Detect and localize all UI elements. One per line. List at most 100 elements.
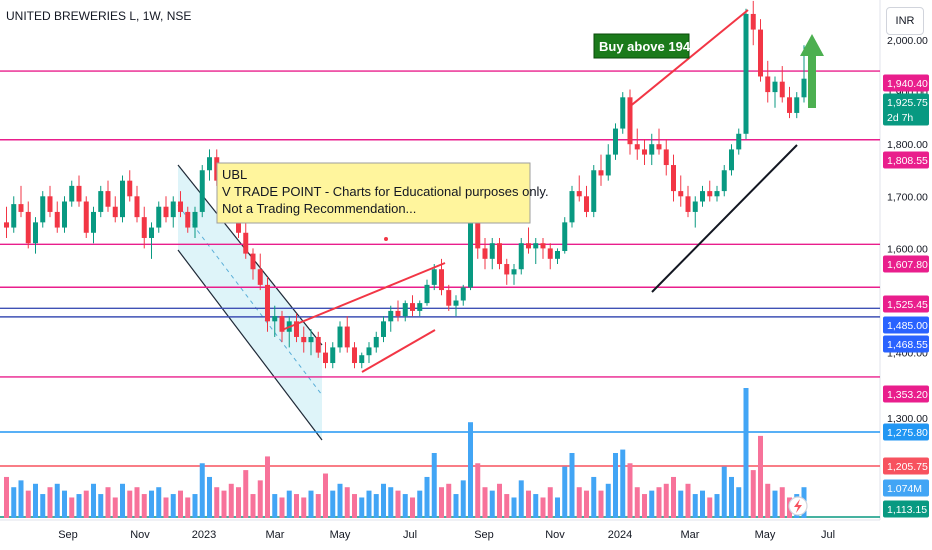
candle-body [25, 211, 31, 244]
price-tag-bg [883, 255, 929, 273]
volume-bar [344, 487, 350, 518]
candle-body [475, 211, 481, 249]
symbol-title[interactable]: UNITED BREWERIES L, 1W, NSE [6, 9, 192, 23]
volume-bar [18, 480, 24, 518]
candle-body [236, 217, 241, 233]
volume-bar [460, 480, 466, 518]
volume-bar [678, 490, 684, 518]
volume-bar [257, 480, 263, 518]
volume-bar [4, 476, 9, 518]
candle-body [417, 303, 423, 311]
candle-body [323, 352, 328, 364]
x-tick-label: May [755, 529, 776, 541]
volume-bar [533, 494, 539, 518]
volume-bar [221, 490, 227, 518]
channel-lower-line [177, 249, 323, 441]
candle-body [678, 191, 684, 197]
volume-bar [736, 487, 742, 518]
volume-bar [156, 487, 162, 518]
candle-body [69, 185, 75, 202]
volume-bar [323, 473, 328, 518]
candle-body [330, 347, 336, 364]
volume-bar [62, 490, 67, 518]
note-line: V TRADE POINT - Charts for Educational p… [222, 184, 549, 199]
volume-bar [134, 487, 140, 518]
volume-bar [758, 435, 763, 518]
price-tag-bg [883, 479, 929, 497]
currency-button[interactable]: INR [886, 7, 924, 35]
candle-body [105, 191, 111, 207]
x-tick-label: 2023 [192, 529, 216, 541]
volume-bar [199, 463, 205, 518]
volume-bar [272, 494, 278, 518]
volume-bar [468, 422, 473, 518]
price-tag: 1,468.55 [883, 335, 929, 353]
price-tag-bg [883, 500, 929, 518]
volume-bar [294, 494, 299, 518]
note-marker [384, 237, 388, 241]
price-tag-label: 1,353.20 [887, 389, 928, 401]
candle-body [707, 191, 713, 197]
y-tick-label: 1,300.00 [887, 413, 928, 425]
candle-body [112, 206, 118, 218]
candle-body [91, 211, 96, 233]
volume-bar [620, 449, 626, 518]
candle-body [301, 336, 307, 343]
candle-body [671, 165, 676, 192]
candle-body [453, 300, 459, 306]
volume-bar [76, 494, 82, 518]
candle-body [562, 222, 568, 252]
x-tick-label: Mar [266, 529, 285, 541]
price-tag-bg [883, 74, 929, 92]
volume-bar [504, 494, 510, 518]
volume-bar [627, 463, 633, 518]
volume-bar [656, 487, 662, 518]
volume-bar [330, 490, 336, 518]
candle-body [489, 243, 495, 259]
price-tag-label: 1,275.80 [887, 427, 928, 439]
volume-bar [265, 456, 270, 518]
candle-body [750, 13, 756, 30]
volume-bar [105, 487, 111, 518]
candle-body [366, 347, 372, 356]
candle-body [526, 243, 531, 249]
volume-bar [714, 494, 720, 518]
y-tick-label: 1,800.00 [887, 139, 928, 151]
price-tag-bg [883, 335, 929, 353]
x-tick-label: Jul [821, 529, 835, 541]
volume-bar [402, 494, 408, 518]
x-tick-label: Nov [130, 529, 150, 541]
candle-body [555, 251, 560, 259]
price-tag-label: 1,940.40 [887, 78, 928, 90]
candle-body [801, 78, 807, 98]
candle-body [279, 316, 285, 332]
wedge-upper-line [627, 9, 749, 109]
candle-body [178, 201, 183, 212]
candle-body [141, 217, 147, 238]
candle-body [199, 170, 205, 212]
candle-body [257, 269, 263, 285]
candle-body [47, 196, 53, 212]
candle-body [700, 191, 705, 202]
volume-bar [192, 494, 198, 518]
volume-bar [489, 490, 495, 518]
candle-body [352, 347, 357, 364]
candle-body [62, 201, 67, 228]
price-tag-bg [883, 385, 929, 403]
volume-bar [598, 490, 604, 518]
candle-body [40, 196, 46, 223]
candle-body [598, 170, 604, 176]
candle-body [692, 201, 698, 212]
candle-body [207, 157, 212, 171]
volume-bar [236, 487, 241, 518]
y-tick-label: 1,700.00 [887, 191, 928, 203]
candle-body [33, 222, 38, 244]
volume-bar [569, 453, 575, 518]
price-tag: 1,485.00 [883, 316, 929, 334]
candle-body [591, 170, 597, 212]
price-tag-bg [883, 93, 929, 126]
volume-bar [395, 490, 401, 518]
candle-body [794, 97, 800, 113]
